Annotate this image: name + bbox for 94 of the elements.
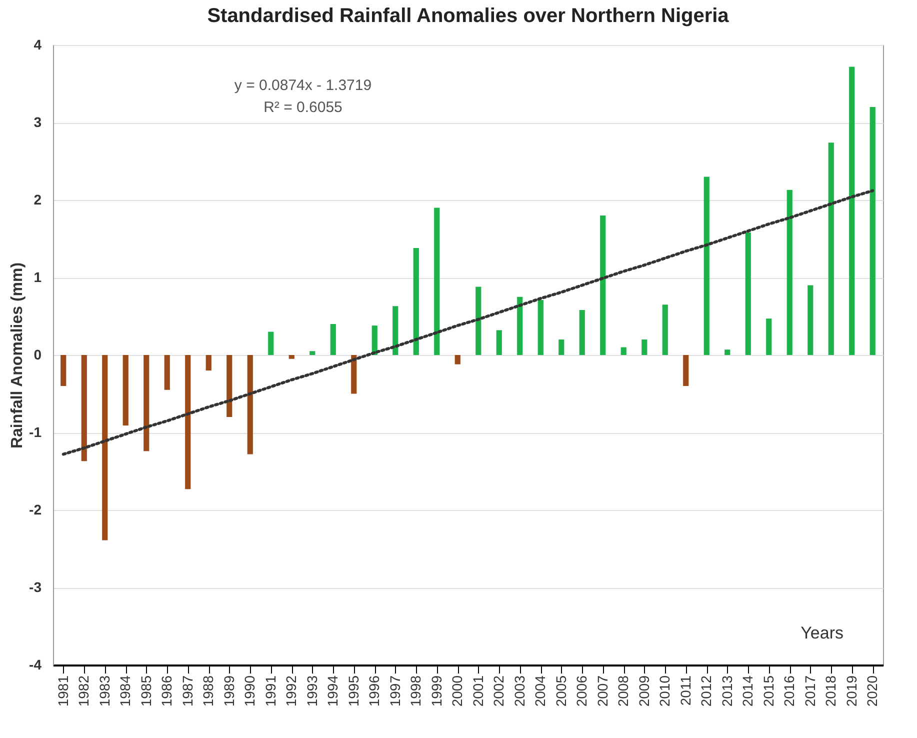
- x-axis-title: Years: [800, 624, 844, 642]
- x-tick-label: 1981: [54, 675, 71, 707]
- bar: [558, 340, 564, 355]
- x-tick-label: 2009: [636, 675, 652, 707]
- x-tick-label: 1983: [96, 675, 112, 707]
- y-tick-label: 1: [34, 269, 42, 285]
- x-tick-label: 1986: [158, 675, 175, 707]
- x-tick-label: 2008: [615, 675, 632, 707]
- x-tick-label: 2013: [718, 675, 735, 707]
- x-tick-label: 1984: [117, 675, 134, 707]
- x-tick-label: 2010: [656, 675, 673, 707]
- bar: [164, 355, 170, 390]
- bar: [185, 355, 191, 490]
- bar: [351, 355, 357, 394]
- y-tick-label: -4: [29, 656, 42, 672]
- bar: [288, 355, 294, 359]
- bar: [517, 296, 523, 355]
- x-tick-label: 1995: [345, 675, 362, 707]
- bar: [579, 310, 585, 355]
- x-tick-label: 1999: [428, 675, 444, 707]
- x-tick-label: 1989: [220, 675, 237, 707]
- x-tick-label: 2006: [574, 675, 590, 707]
- bar: [476, 286, 482, 355]
- bar: [662, 304, 668, 355]
- bar: [60, 355, 66, 386]
- annotation: y = 0.0874x - 1.3719: [234, 77, 372, 94]
- y-tick-label: 0: [34, 346, 42, 362]
- bar: [766, 318, 772, 355]
- bar: [496, 330, 502, 355]
- x-tick-label: 2004: [532, 675, 548, 707]
- bar: [206, 355, 212, 370]
- x-tick-label: 2019: [843, 675, 860, 707]
- bar: [786, 190, 792, 355]
- x-tick-label: 1996: [366, 675, 382, 707]
- bar: [310, 351, 316, 355]
- x-tick-label: 2011: [677, 675, 694, 706]
- x-tick-label: 1994: [324, 675, 341, 707]
- bar: [538, 300, 544, 355]
- bar: [704, 176, 710, 355]
- y-tick-label: -3: [29, 579, 42, 595]
- x-tick-label: 2000: [449, 675, 466, 707]
- bar: [330, 324, 336, 355]
- x-tick-label: 2007: [594, 675, 610, 707]
- x-tick-label: 1991: [262, 675, 278, 707]
- y-tick-label: 3: [34, 114, 42, 130]
- x-tick-label: 1988: [200, 675, 216, 707]
- x-tick-label: 1997: [386, 675, 403, 707]
- x-tick-label: 2012: [698, 675, 714, 707]
- bar: [392, 306, 398, 355]
- x-tick-label: 1987: [179, 675, 196, 707]
- bar: [102, 355, 108, 540]
- bar: [828, 142, 834, 355]
- x-tick-label: 2003: [511, 675, 528, 707]
- x-tick-label: 2015: [760, 675, 776, 707]
- bar: [808, 285, 814, 355]
- x-tick-label: 2002: [490, 675, 507, 707]
- bar: [620, 347, 626, 355]
- bar: [600, 216, 606, 355]
- x-tick-label: 1998: [408, 675, 424, 707]
- bar: [683, 355, 689, 386]
- bar: [144, 355, 150, 452]
- bar: [745, 232, 751, 355]
- x-tick-label: 1992: [283, 675, 300, 707]
- annotation: R² = 0.6055: [264, 99, 342, 116]
- bar: [81, 355, 87, 462]
- chart-title: Standardised Rainfall Anomalies over Northern Nigeria: [207, 5, 730, 27]
- bar: [122, 355, 128, 426]
- bar: [434, 208, 440, 355]
- bar: [870, 107, 876, 355]
- bar: [724, 350, 730, 355]
- x-tick-label: 2020: [864, 675, 880, 707]
- x-tick-label: 1985: [138, 675, 154, 707]
- x-tick-label: 2001: [470, 675, 486, 707]
- bar: [642, 340, 648, 355]
- bar: [454, 355, 460, 364]
- x-tick-label: 2014: [740, 675, 756, 707]
- bar: [413, 248, 419, 355]
- bar: [268, 332, 274, 355]
- y-tick-label: -2: [29, 502, 42, 518]
- line-series: [62, 189, 874, 456]
- x-tick-label: 2005: [552, 675, 569, 707]
- bar: [849, 66, 855, 355]
- x-tick-label: 2017: [802, 675, 818, 707]
- y-axis-title: Rainfall Anomalies (mm): [9, 262, 26, 449]
- y-tick-label: 2: [34, 192, 42, 208]
- bar: [226, 355, 232, 417]
- x-tick-label: 1990: [242, 675, 258, 707]
- x-tick-label: 1993: [304, 675, 320, 707]
- x-tick-label: 2018: [822, 675, 839, 707]
- y-tick-label: -1: [29, 424, 42, 440]
- bar: [247, 355, 253, 454]
- x-tick-label: 2016: [781, 675, 798, 707]
- x-tick-label: 1982: [76, 675, 92, 707]
- y-tick-label: 4: [34, 36, 42, 52]
